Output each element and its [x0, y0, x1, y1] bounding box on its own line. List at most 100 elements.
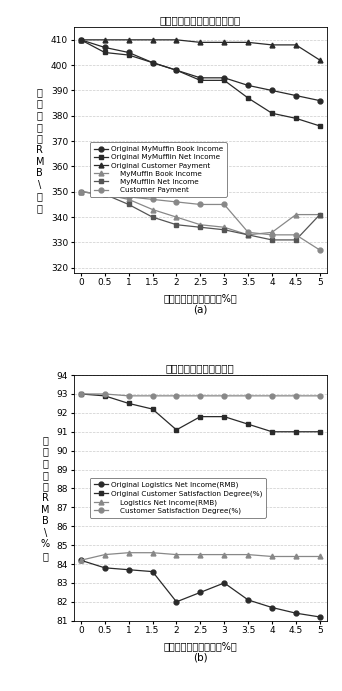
    MyMufflin Net Income [318, 211, 322, 219]
Line:     MyMufflin Net Income: MyMufflin Net Income [78, 189, 322, 243]
Original Customer Satisfaction Degree(%) [103, 392, 107, 400]
Original MyMuffin Book Income [294, 91, 298, 100]
Original Customer Satisfaction Degree(%) [150, 405, 155, 413]
Original Customer Satisfaction Degree(%) [127, 399, 131, 408]
Line: Original Customer Satisfaction Degree(%): Original Customer Satisfaction Degree(%) [78, 392, 322, 434]
Original Logistics Net Income(RMB) [174, 598, 179, 606]
Original MyMufflin Net Income [174, 66, 179, 75]
    Customer Payment [294, 231, 298, 239]
Line: Original MyMuffin Book Income: Original MyMuffin Book Income [78, 37, 322, 103]
Original Logistics Net Income(RMB) [270, 603, 274, 612]
Original MyMufflin Net Income [222, 76, 226, 84]
Original MyMuffin Book Income [103, 44, 107, 52]
    MyMuffin Book Income [79, 188, 83, 196]
Original Customer Payment [270, 41, 274, 49]
Original MyMufflin Net Income [79, 36, 83, 44]
Original Customer Payment [294, 41, 298, 49]
    MyMuffin Book Income [198, 220, 202, 229]
    MyMufflin Net Income [103, 190, 107, 198]
    Customer Satisfaction Degree(%) [127, 392, 131, 400]
Original MyMufflin Net Income [103, 48, 107, 57]
    MyMuffin Book Income [127, 196, 131, 204]
    Customer Payment [150, 196, 155, 204]
Original Customer Payment [127, 36, 131, 44]
Original Customer Payment [222, 38, 226, 46]
Original Logistics Net Income(RMB) [318, 613, 322, 621]
    Customer Payment [318, 246, 322, 254]
    Customer Satisfaction Degree(%) [246, 392, 250, 400]
Line:     MyMuffin Book Income: MyMuffin Book Income [78, 189, 322, 237]
Original MyMufflin Net Income [246, 94, 250, 102]
Original Customer Payment [318, 56, 322, 64]
Original Customer Satisfaction Degree(%) [174, 426, 179, 434]
Original Logistics Net Income(RMB) [246, 596, 250, 604]
Original Customer Payment [198, 38, 202, 46]
Original Customer Satisfaction Degree(%) [294, 428, 298, 436]
Title: 物流公司和客户价值主张: 物流公司和客户价值主张 [166, 363, 235, 373]
Original Customer Payment [246, 38, 250, 46]
Original MyMufflin Net Income [198, 76, 202, 84]
    Customer Satisfaction Degree(%) [103, 390, 107, 398]
    Logistics Net Income(RMB) [318, 552, 322, 560]
Original MyMuffin Book Income [150, 59, 155, 67]
    Customer Satisfaction Degree(%) [294, 392, 298, 400]
    MyMufflin Net Income [79, 188, 83, 196]
    MyMuffin Book Income [174, 213, 179, 221]
    MyMufflin Net Income [294, 236, 298, 244]
    MyMufflin Net Income [127, 200, 131, 209]
Line: Original Logistics Net Income(RMB): Original Logistics Net Income(RMB) [78, 558, 322, 619]
Original Logistics Net Income(RMB) [103, 564, 107, 572]
    Logistics Net Income(RMB) [294, 552, 298, 560]
Original MyMufflin Net Income [294, 114, 298, 122]
Original Customer Satisfaction Degree(%) [246, 420, 250, 428]
Original Logistics Net Income(RMB) [294, 609, 298, 617]
Original Logistics Net Income(RMB) [198, 588, 202, 596]
Line:     Logistics Net Income(RMB): Logistics Net Income(RMB) [78, 550, 322, 562]
    Customer Satisfaction Degree(%) [318, 392, 322, 400]
    Logistics Net Income(RMB) [103, 551, 107, 559]
    Logistics Net Income(RMB) [198, 551, 202, 559]
Original Customer Satisfaction Degree(%) [222, 413, 226, 421]
    Logistics Net Income(RMB) [127, 549, 131, 557]
    MyMufflin Net Income [222, 226, 226, 234]
    Logistics Net Income(RMB) [174, 551, 179, 559]
    Customer Payment [246, 228, 250, 236]
    Customer Payment [222, 200, 226, 209]
    Customer Satisfaction Degree(%) [79, 390, 83, 398]
Line:     Customer Satisfaction Degree(%): Customer Satisfaction Degree(%) [78, 392, 322, 398]
Legend: Original MyMuffin Book Income, Original MyMufflin Net Income, Original Customer : Original MyMuffin Book Income, Original … [90, 142, 227, 197]
Line: Original MyMufflin Net Income: Original MyMufflin Net Income [78, 37, 322, 129]
Original Customer Payment [103, 36, 107, 44]
Original MyMuffin Book Income [174, 66, 179, 75]
Text: (b): (b) [193, 653, 208, 663]
Original Customer Payment [150, 36, 155, 44]
    Customer Satisfaction Degree(%) [222, 392, 226, 400]
    Logistics Net Income(RMB) [79, 556, 83, 565]
    MyMuffin Book Income [318, 211, 322, 219]
Original MyMuffin Book Income [270, 86, 274, 95]
    Customer Satisfaction Degree(%) [150, 392, 155, 400]
Title: 松饼供应公司和客户价值主张: 松饼供应公司和客户价值主张 [160, 15, 241, 25]
    MyMuffin Book Income [294, 211, 298, 219]
Original Customer Satisfaction Degree(%) [198, 413, 202, 421]
    MyMufflin Net Income [198, 223, 202, 231]
Line: Original Customer Payment: Original Customer Payment [78, 37, 322, 62]
Original MyMufflin Net Income [150, 59, 155, 67]
    Customer Payment [174, 198, 179, 206]
Original Logistics Net Income(RMB) [222, 579, 226, 587]
X-axis label: 非正常状况的可能性（%）: 非正常状况的可能性（%） [163, 293, 237, 303]
Legend: Original Logistics Net Income(RMB), Original Customer Satisfaction Degree(%),   : Original Logistics Net Income(RMB), Orig… [90, 478, 266, 518]
Original MyMuffin Book Income [246, 82, 250, 90]
Original MyMuffin Book Income [222, 74, 226, 82]
    MyMuffin Book Income [103, 190, 107, 198]
Original Logistics Net Income(RMB) [127, 565, 131, 574]
Original Customer Satisfaction Degree(%) [270, 428, 274, 436]
Original Customer Payment [79, 36, 83, 44]
    Customer Satisfaction Degree(%) [198, 392, 202, 400]
    Customer Payment [198, 200, 202, 209]
Original Customer Satisfaction Degree(%) [318, 428, 322, 436]
Original Customer Satisfaction Degree(%) [79, 390, 83, 398]
Original MyMuffin Book Income [318, 97, 322, 105]
    Logistics Net Income(RMB) [270, 552, 274, 560]
    MyMuffin Book Income [270, 228, 274, 236]
